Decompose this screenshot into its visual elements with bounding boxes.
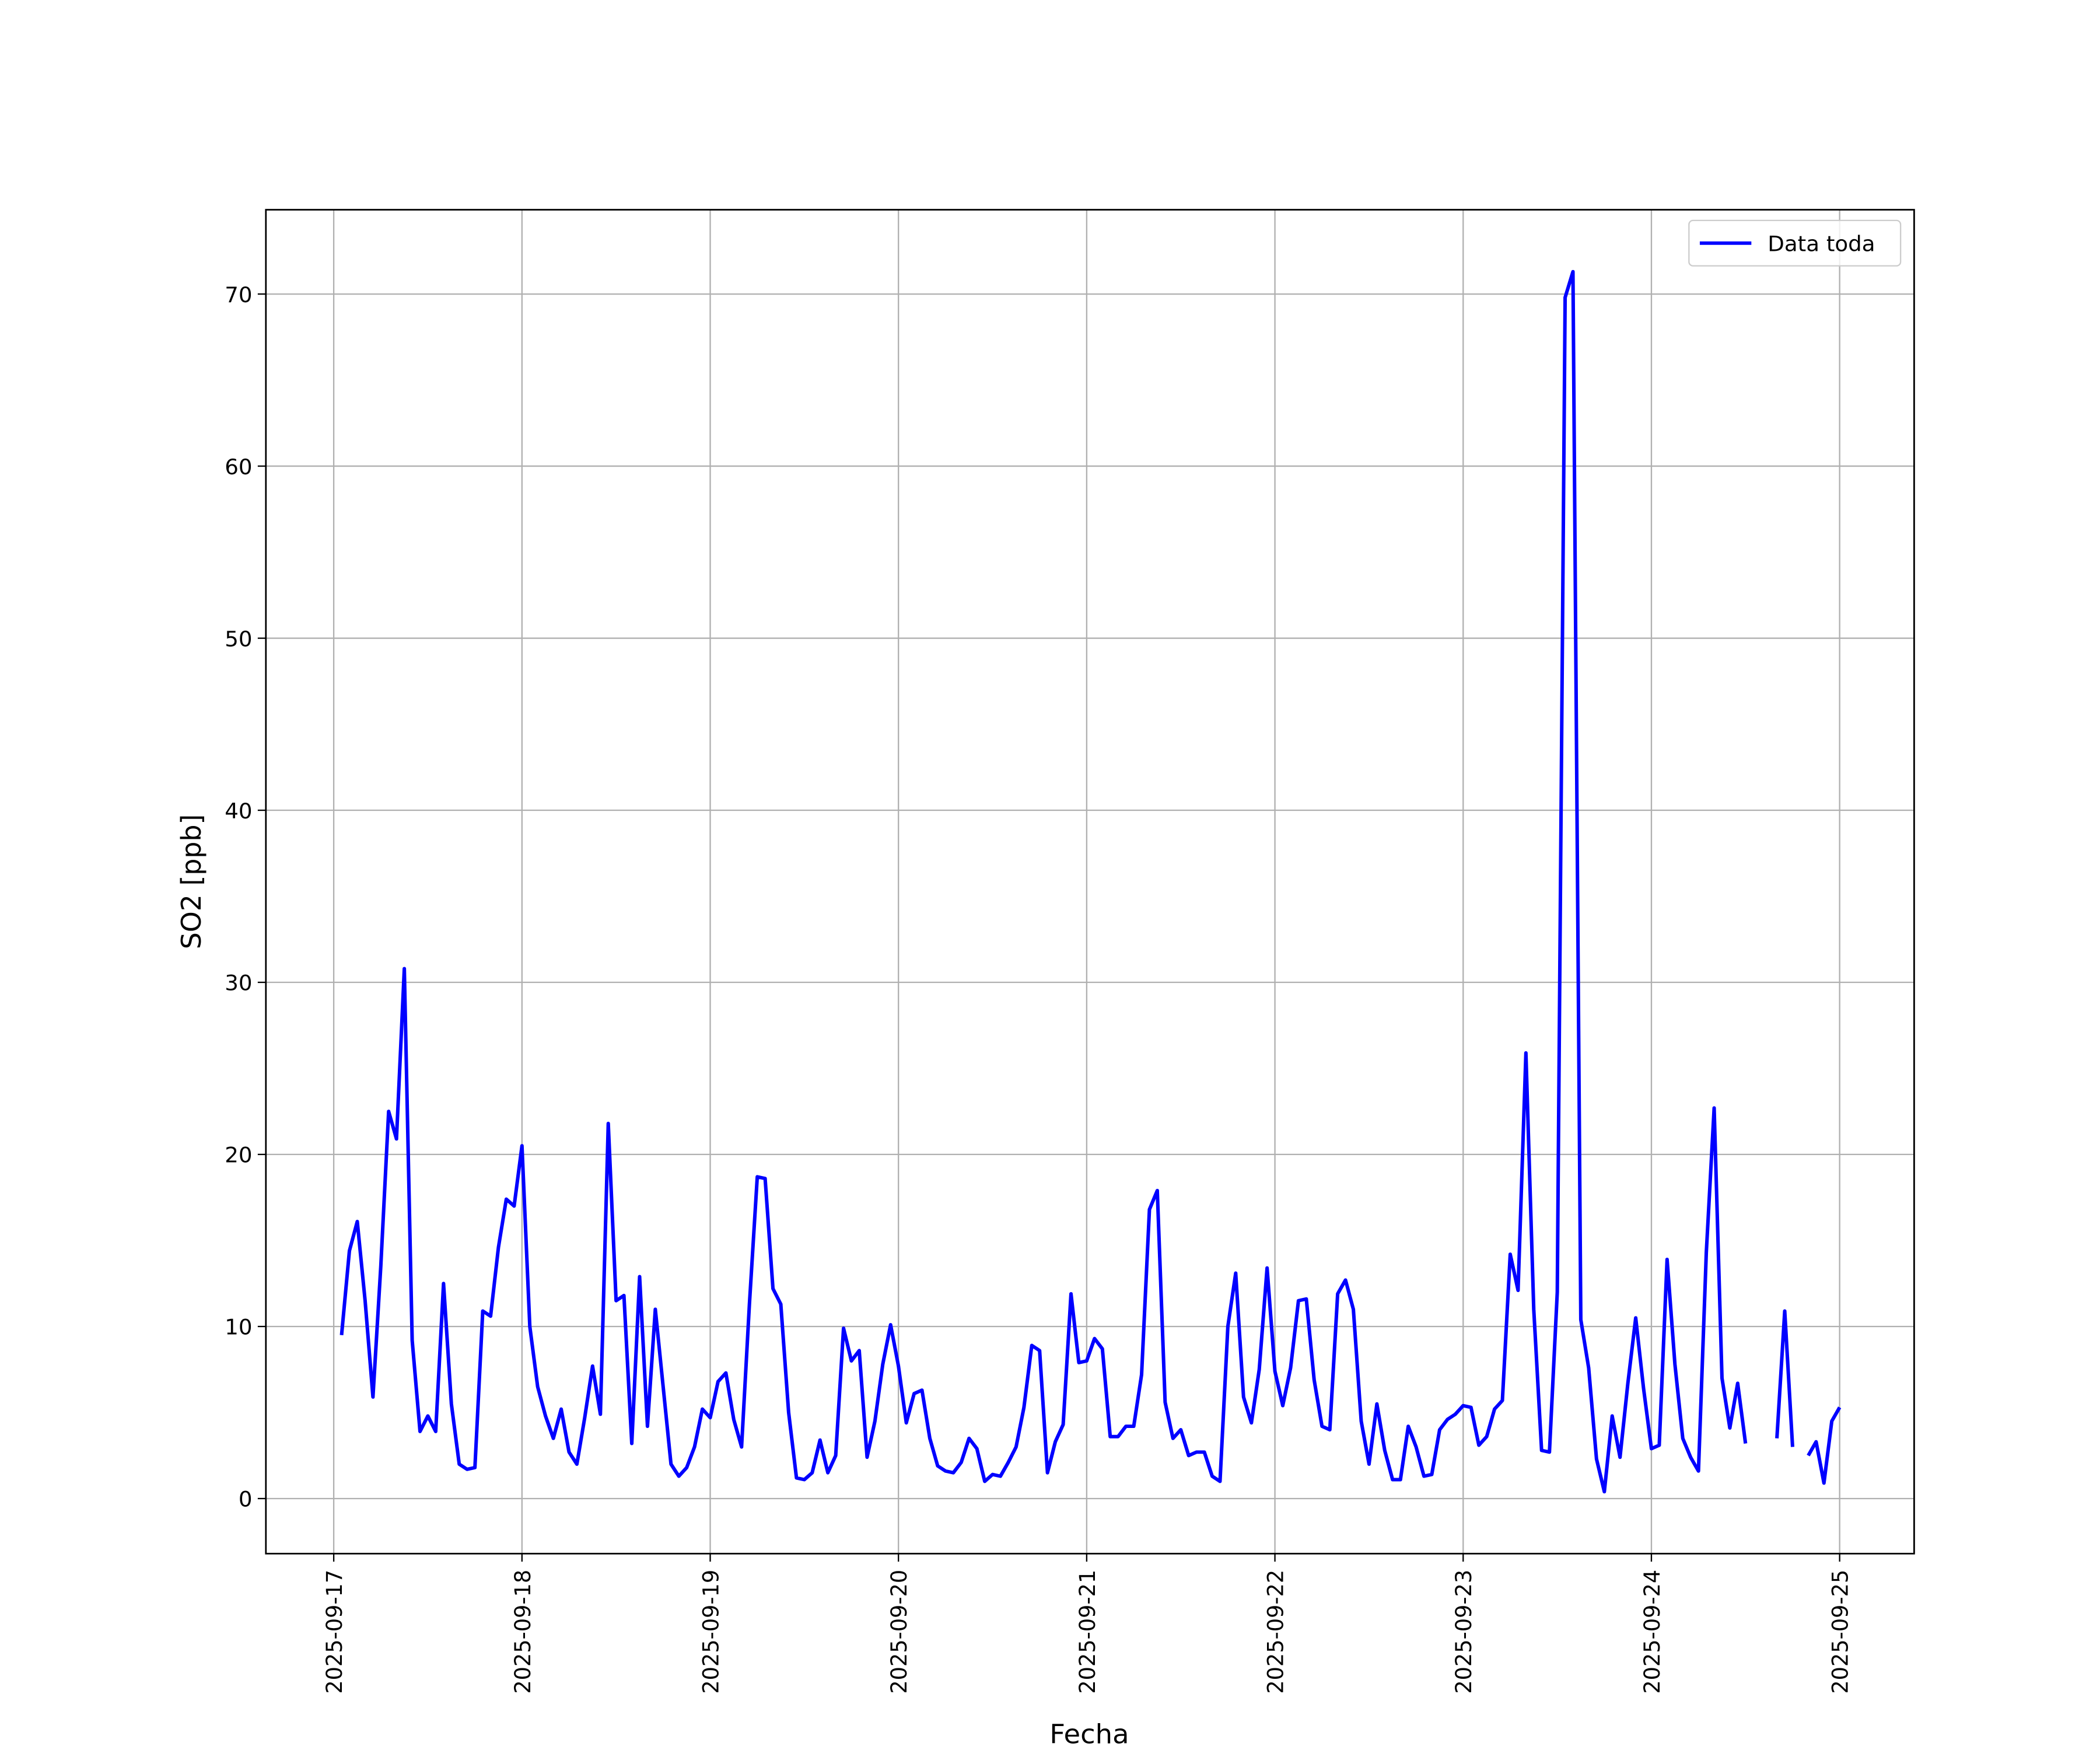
x-tick-label: 2025-09-19	[698, 1570, 723, 1694]
legend-label: Data toda	[1768, 232, 1875, 257]
legend-box	[1688, 219, 1902, 267]
y-tick-label: 0	[239, 1487, 253, 1512]
x-tick-label: 2025-09-17	[322, 1570, 347, 1694]
y-tick-label: 40	[225, 799, 252, 824]
y-tick-label: 30	[225, 971, 252, 996]
x-tick-label: 2025-09-22	[1263, 1570, 1288, 1694]
y-tick-label: 70	[225, 282, 252, 307]
x-axis-label: Fecha	[1049, 1718, 1129, 1750]
y-tick-label: 60	[225, 454, 252, 480]
y-tick-label: 10	[225, 1315, 252, 1340]
y-tick-label: 50	[225, 626, 252, 652]
x-tick-label: 2025-09-23	[1451, 1570, 1476, 1694]
y-tick-label: 20	[225, 1143, 252, 1168]
x-tick-label: 2025-09-18	[510, 1570, 536, 1694]
plot-frame	[265, 209, 1915, 1555]
x-tick-label: 2025-09-25	[1828, 1570, 1853, 1694]
data-line	[340, 270, 1842, 1494]
x-tick-label: 2025-09-20	[887, 1570, 912, 1694]
y-axis-label: SO2 [ppb]	[176, 814, 207, 950]
x-tick-label: 2025-09-21	[1075, 1570, 1100, 1694]
x-tick-label: 2025-09-24	[1640, 1570, 1665, 1694]
